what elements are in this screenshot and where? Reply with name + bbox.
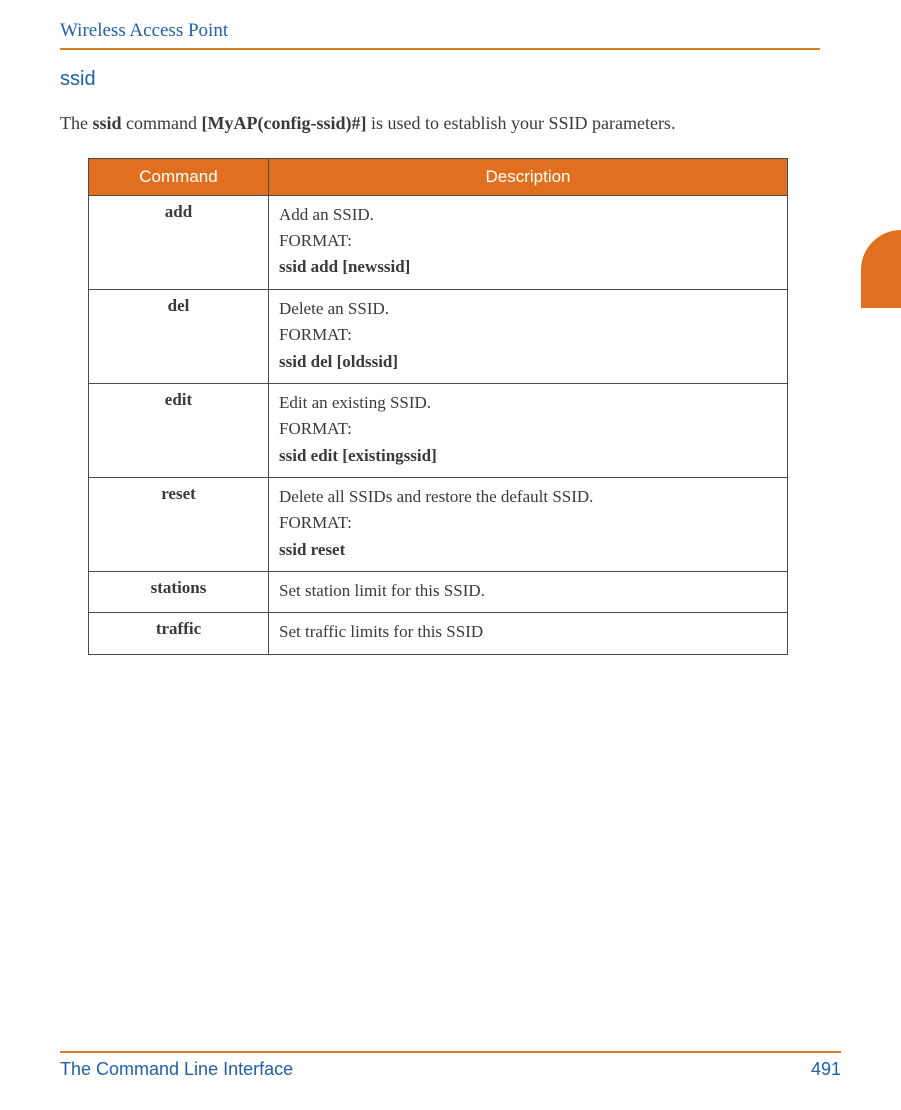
- table-header-row: Command Description: [89, 158, 788, 195]
- desc-line: Edit an existing SSID.: [279, 390, 777, 416]
- table-row: reset Delete all SSIDs and restore the d…: [89, 477, 788, 571]
- cmd-cell: stations: [89, 571, 269, 612]
- desc-line: Delete all SSIDs and restore the default…: [279, 484, 777, 510]
- th-command: Command: [89, 158, 269, 195]
- desc-format: ssid reset: [279, 537, 777, 563]
- table-row: stations Set station limit for this SSID…: [89, 571, 788, 612]
- table-row: edit Edit an existing SSID. FORMAT: ssid…: [89, 383, 788, 477]
- table-row: traffic Set traffic limits for this SSID: [89, 613, 788, 654]
- intro-text-3: is used to establish your SSID parameter…: [366, 113, 675, 133]
- desc-cell: Add an SSID. FORMAT: ssid add [newssid]: [269, 195, 788, 289]
- desc-line: FORMAT:: [279, 322, 777, 348]
- desc-cell: Delete all SSIDs and restore the default…: [269, 477, 788, 571]
- desc-format: ssid edit [existingssid]: [279, 443, 777, 469]
- cmd-cell: traffic: [89, 613, 269, 654]
- cmd-cell: add: [89, 195, 269, 289]
- desc-cell: Set station limit for this SSID.: [269, 571, 788, 612]
- th-description: Description: [269, 158, 788, 195]
- cmd-cell: del: [89, 289, 269, 383]
- desc-line: Add an SSID.: [279, 202, 777, 228]
- intro-bold-2: [MyAP(config-ssid)#]: [202, 113, 367, 133]
- desc-line: FORMAT:: [279, 416, 777, 442]
- intro-text-1: The: [60, 113, 92, 133]
- desc-cell: Set traffic limits for this SSID: [269, 613, 788, 654]
- desc-cell: Delete an SSID. FORMAT: ssid del [oldssi…: [269, 289, 788, 383]
- cmd-cell: reset: [89, 477, 269, 571]
- page-footer: The Command Line Interface 491: [60, 1051, 841, 1080]
- table-row: add Add an SSID. FORMAT: ssid add [newss…: [89, 195, 788, 289]
- footer-rule: [60, 1051, 841, 1053]
- footer-section-title: The Command Line Interface: [60, 1059, 293, 1080]
- desc-format: ssid del [oldssid]: [279, 349, 777, 375]
- intro-bold-1: ssid: [92, 113, 121, 133]
- desc-format: ssid add [newssid]: [279, 254, 777, 280]
- header-rule: [60, 48, 820, 50]
- intro-text-2: command: [122, 113, 202, 133]
- section-title: ssid: [60, 68, 820, 91]
- command-table: Command Description add Add an SSID. FOR…: [88, 158, 788, 655]
- footer-page-number: 491: [811, 1059, 841, 1080]
- desc-line: FORMAT:: [279, 228, 777, 254]
- page-header-title: Wireless Access Point: [60, 20, 820, 42]
- desc-line: FORMAT:: [279, 510, 777, 536]
- intro-paragraph: The ssid command [MyAP(config-ssid)#] is…: [60, 109, 820, 138]
- desc-line: Set station limit for this SSID.: [279, 578, 777, 604]
- desc-cell: Edit an existing SSID. FORMAT: ssid edit…: [269, 383, 788, 477]
- desc-line: Delete an SSID.: [279, 296, 777, 322]
- desc-line: Set traffic limits for this SSID: [279, 619, 777, 645]
- table-row: del Delete an SSID. FORMAT: ssid del [ol…: [89, 289, 788, 383]
- cmd-cell: edit: [89, 383, 269, 477]
